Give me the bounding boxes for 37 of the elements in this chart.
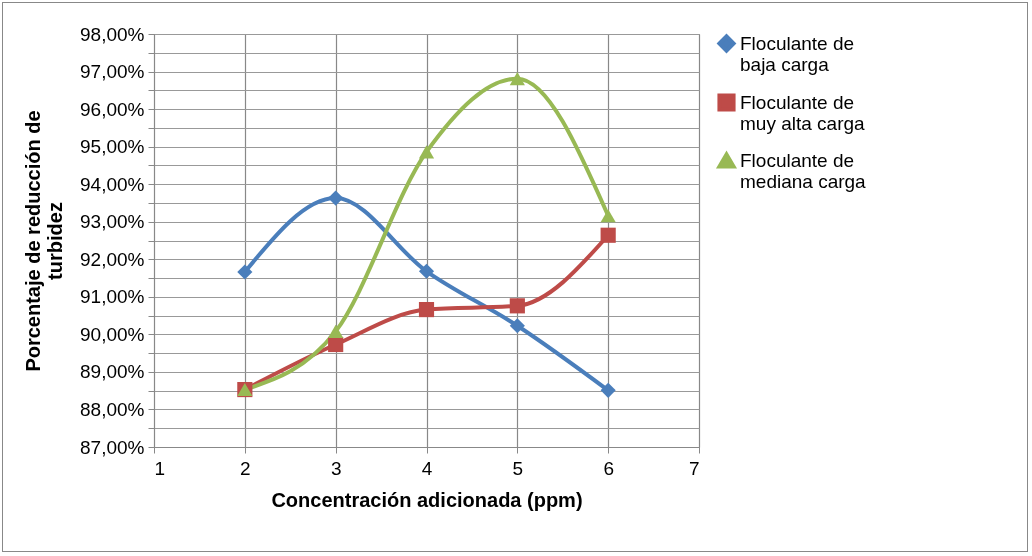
y-tick-label: 89,00% <box>80 361 145 383</box>
x-tick-label: 5 <box>512 457 524 479</box>
x-tick-label: 6 <box>603 457 614 479</box>
legend-label: Floculante de mediana carga <box>740 149 867 192</box>
x-tick-label: 3 <box>330 457 342 479</box>
point <box>328 336 344 353</box>
y-tick-label: 95,00% <box>80 136 145 158</box>
point <box>600 382 616 398</box>
y-tick-label: 93,00% <box>80 211 145 233</box>
y-tick-label: 90,00% <box>80 323 145 345</box>
x-tick-label: 4 <box>421 457 433 479</box>
y-axis-title: Porcentaje de reducción de turbidez <box>22 110 67 372</box>
point <box>328 324 344 338</box>
y-tick-label: 91,00% <box>80 286 145 308</box>
x-tick-label: 7 <box>688 457 700 479</box>
point <box>418 145 435 159</box>
point <box>509 318 525 334</box>
point <box>418 302 435 318</box>
point <box>600 209 616 223</box>
point <box>328 190 344 206</box>
legend-label: Floculante de baja carga <box>740 32 855 75</box>
point <box>509 298 525 314</box>
point <box>509 72 525 86</box>
y-tick-label: 98,00% <box>80 23 145 45</box>
y-tick-label: 94,00% <box>80 173 145 195</box>
y-tick-label: 97,00% <box>80 61 145 83</box>
legend-label: Floculante de muy alta carga <box>740 91 866 134</box>
y-tick-label: 88,00% <box>80 398 145 420</box>
x-tick-label: 2 <box>240 457 251 479</box>
x-tick-label: 1 <box>154 457 166 479</box>
y-tick-label: 87,00% <box>80 436 145 458</box>
point <box>600 227 616 243</box>
y-tick-label: 96,00% <box>80 98 145 120</box>
point <box>418 263 435 279</box>
point <box>237 264 253 280</box>
x-axis-title: Concentración adicionada (ppm) <box>271 488 583 511</box>
y-tick-label: 92,00% <box>80 248 145 270</box>
